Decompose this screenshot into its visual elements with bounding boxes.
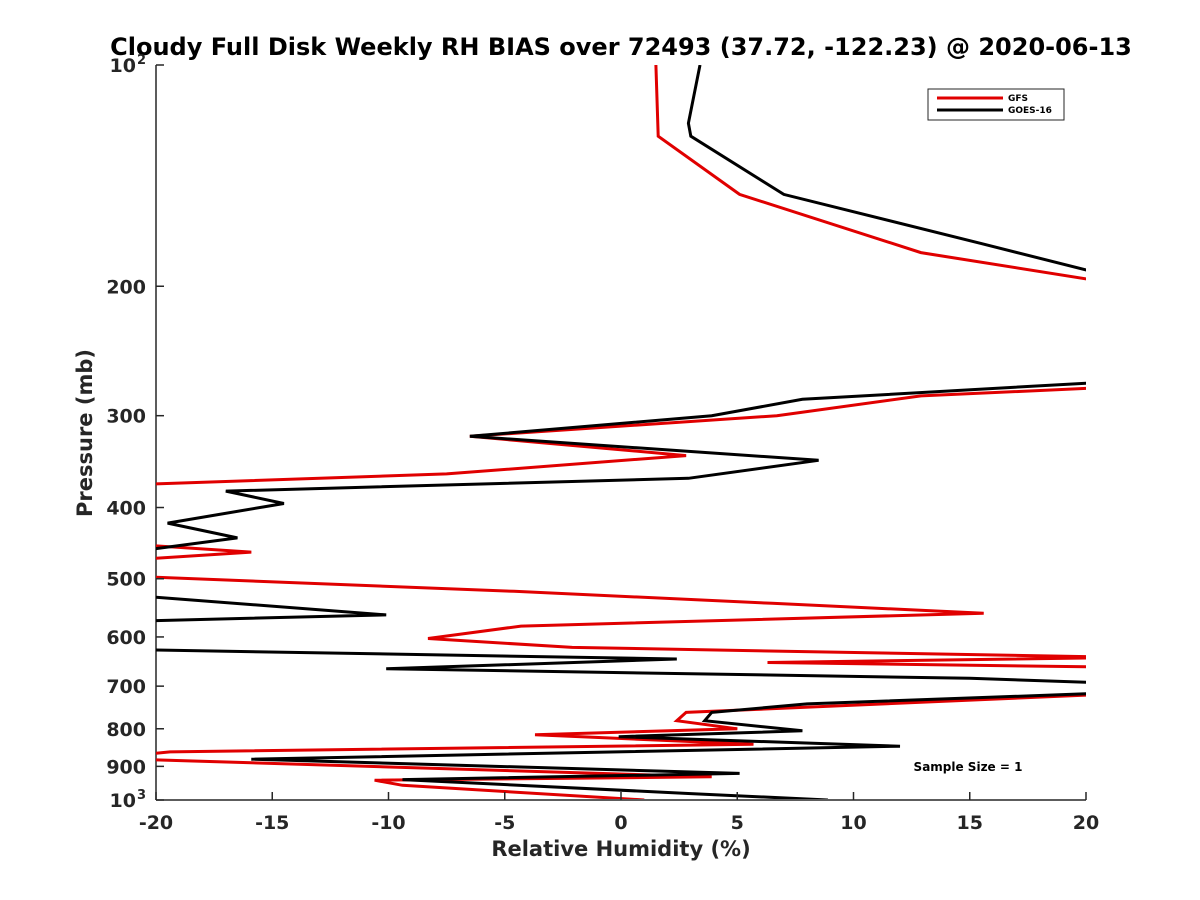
y-tick-label: 700 bbox=[106, 676, 146, 698]
series-layer bbox=[156, 65, 1086, 799]
x-tick-label: -15 bbox=[255, 812, 289, 834]
x-tick-label: 5 bbox=[731, 812, 744, 834]
y-tick-label: 200 bbox=[106, 276, 146, 298]
sample-size-annotation: Sample Size = 1 bbox=[914, 760, 1023, 774]
x-tick-label: 10 bbox=[840, 812, 866, 834]
y-axis-label: Pressure (mb) bbox=[73, 349, 97, 517]
y-tick-label: 10 bbox=[110, 55, 136, 77]
legend: GFS GOES-16 bbox=[927, 88, 1065, 121]
series-line-gfs bbox=[156, 65, 1086, 799]
y-tick-label: 900 bbox=[106, 756, 146, 778]
plot-area bbox=[155, 65, 1086, 801]
x-tick-label: 0 bbox=[614, 812, 627, 834]
x-axis-label: Relative Humidity (%) bbox=[491, 837, 750, 861]
y-tick-label: 800 bbox=[106, 719, 146, 741]
x-tick-label: 15 bbox=[957, 812, 983, 834]
y-tick-exponent: 3 bbox=[137, 788, 146, 803]
y-tick-label: 300 bbox=[106, 406, 146, 428]
x-tick-label: 20 bbox=[1073, 812, 1099, 834]
y-tick-label: 10 bbox=[110, 790, 136, 812]
x-tick-label: -10 bbox=[371, 812, 405, 834]
y-tick-label: 600 bbox=[106, 627, 146, 649]
x-tick-label: -5 bbox=[494, 812, 515, 834]
y-tick-label: 500 bbox=[106, 569, 146, 591]
series-line-goes-16 bbox=[156, 65, 1086, 799]
legend-label: GFS bbox=[1008, 94, 1028, 104]
legend-box bbox=[927, 88, 1065, 121]
x-axis-ticks: -20 -15 -10 -5 0 5 10 15 20 bbox=[139, 792, 1099, 834]
y-tick-exponent: 2 bbox=[137, 53, 146, 68]
chart-title: Cloudy Full Disk Weekly RH BIAS over 724… bbox=[110, 33, 1132, 61]
x-tick-label: -20 bbox=[139, 812, 173, 834]
y-tick-label: 400 bbox=[106, 498, 146, 520]
legend-label: GOES-16 bbox=[1008, 106, 1052, 116]
